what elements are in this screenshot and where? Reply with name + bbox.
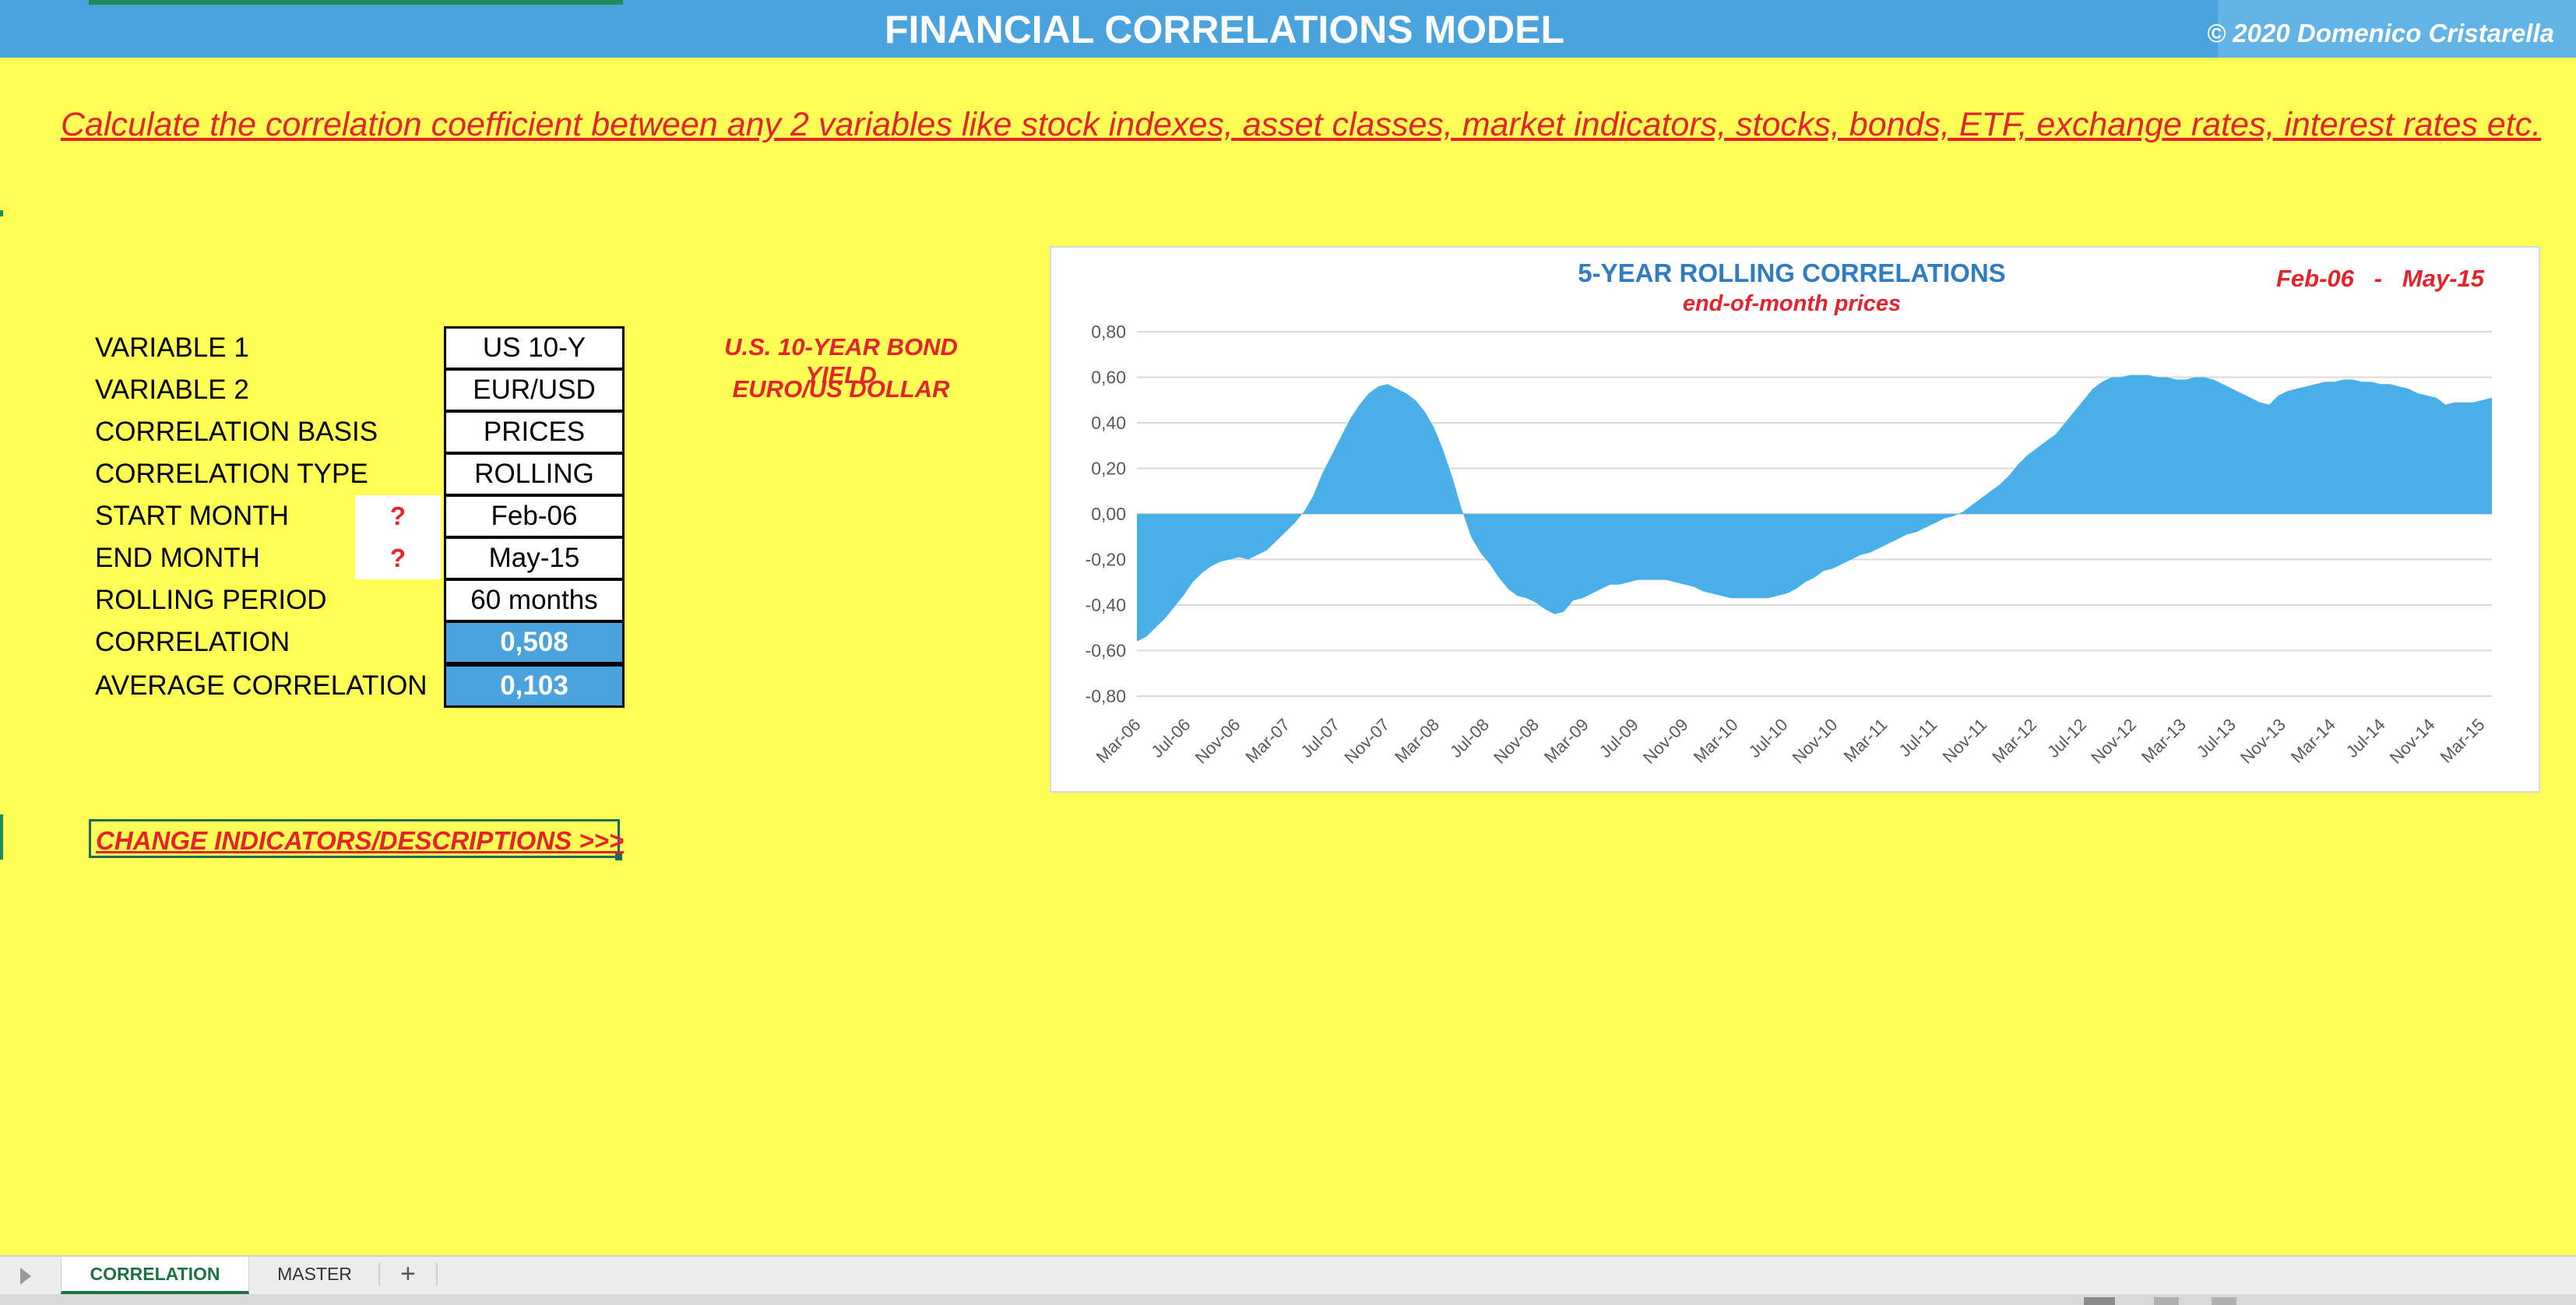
average-correlation-cell: 0,103 (444, 664, 625, 708)
correlation-basis-cell[interactable]: PRICES (444, 410, 625, 454)
chart-subtitle: end-of-month prices (1682, 291, 1902, 316)
variable-1-cell[interactable]: US 10-Y (444, 326, 625, 370)
param-label-correlation-type: CORRELATION TYPE (95, 459, 368, 489)
chart-plot: 0,80 0,60 0,40 0,20 0,00 -0,20 -0,40 -0,60 -0,80… (1086, 322, 2492, 768)
y-tick-label: 0,00 (1091, 504, 1126, 524)
param-label-average-correlation: AVERAGE CORRELATION (95, 670, 428, 701)
variable-1-description: U.S. 10-YEAR BOND YIELD (724, 333, 958, 389)
row-marker (0, 210, 3, 216)
end-month-help-icon[interactable]: ? (355, 537, 441, 579)
x-tick-label: Nov-08 (1490, 715, 1543, 768)
x-tick-label: Nov-13 (2236, 715, 2289, 768)
x-tick-label: Mar-06 (1093, 715, 1145, 767)
x-tick-label: Jul-07 (1297, 715, 1343, 762)
end-month-cell[interactable]: May-15 (444, 536, 625, 580)
tab-master[interactable]: MASTER (277, 1264, 352, 1284)
correlation-value-cell: 0,508 (444, 621, 625, 664)
x-tick-label: Mar-15 (2437, 715, 2489, 767)
x-tick-label: Jul-11 (1895, 715, 1941, 761)
x-tick-label: Nov-11 (1939, 715, 1991, 767)
param-label-variable-1: VARIABLE 1 (95, 332, 249, 363)
correlation-type-cell[interactable]: ROLLING (444, 452, 625, 496)
scroll-tabs-icon[interactable] (20, 1268, 31, 1285)
change-indicators-label: CHANGE INDICATORS/DESCRIPTIONS >>> (96, 826, 625, 855)
y-tick-label: -0,60 (1086, 641, 1126, 661)
variable-2-cell[interactable]: EUR/USD (444, 368, 625, 412)
param-label-correlation: CORRELATION (95, 627, 290, 657)
x-tick-label: Mar-08 (1391, 715, 1443, 767)
x-tick-label: Mar-07 (1241, 715, 1293, 767)
correlation-area-series[interactable] (1137, 375, 2492, 642)
y-tick-label: 0,60 (1091, 368, 1126, 388)
x-tick-label: Mar-09 (1540, 715, 1592, 767)
copyright-text: © 2020 Domenico Cristarella (2206, 19, 2554, 47)
rolling-correlation-chart[interactable]: 5-YEAR ROLLING CORRELATIONS end-of-month… (1050, 246, 2540, 793)
x-tick-label: Mar-13 (2138, 715, 2190, 767)
x-tick-label: Jul-10 (1745, 715, 1792, 762)
status-bar (0, 1294, 2576, 1305)
x-tick-label: Nov-07 (1340, 715, 1393, 768)
copyright-panel (2218, 0, 2576, 58)
start-month-cell[interactable]: Feb-06 (444, 494, 625, 538)
x-tick-label: Mar-14 (2287, 715, 2339, 767)
param-label-start-month: START MONTH (95, 501, 289, 531)
subtitle: Calculate the correlation coefficient be… (61, 106, 2542, 143)
variable-2-description: EURO/US DOLLAR (732, 375, 950, 403)
x-tick-label: Nov-14 (2386, 715, 2439, 768)
y-tick-label: -0,40 (1086, 595, 1126, 615)
row-marker (0, 814, 3, 860)
chart-range-sep: - (2374, 265, 2383, 292)
title-bar: FINANCIAL CORRELATIONS MODEL © 2020 Dome… (0, 0, 2576, 58)
page-title: FINANCIAL CORRELATIONS MODEL (884, 8, 1565, 51)
page-break-icon[interactable] (2212, 1297, 2236, 1305)
param-label-rolling-period: ROLLING PERIOD (95, 585, 327, 615)
chart-date-range: Feb-06 - May-15 (2276, 265, 2484, 293)
y-tick-label: -0,20 (1086, 550, 1126, 570)
tab-separator (378, 1263, 380, 1286)
x-tick-label: Nov-06 (1191, 715, 1244, 768)
sheet-tab-bar: CORRELATION MASTER + (0, 1255, 2576, 1296)
fill-handle[interactable] (615, 853, 622, 860)
param-label-variable-2: VARIABLE 2 (95, 375, 249, 405)
x-tick-label: Jul-08 (1446, 715, 1493, 762)
param-label-end-month: END MONTH (95, 543, 260, 573)
x-tick-label: Nov-12 (2087, 715, 2140, 768)
param-label-correlation-basis: CORRELATION BASIS (95, 417, 378, 447)
x-tick-label: Jul-13 (2193, 715, 2240, 762)
tab-correlation[interactable]: CORRELATION (61, 1257, 249, 1294)
chart-range-start: Feb-06 (2275, 265, 2354, 292)
tab-separator (436, 1263, 438, 1286)
start-month-help-icon[interactable]: ? (355, 495, 441, 537)
y-tick-label: 0,80 (1091, 322, 1126, 342)
rolling-period-cell[interactable]: 60 months (444, 579, 625, 622)
y-tick-label: -0,80 (1086, 686, 1126, 706)
change-indicators-link[interactable]: CHANGE INDICATORS/DESCRIPTIONS >>> (89, 819, 624, 860)
chart-range-end: May-15 (2402, 265, 2484, 292)
x-tick-label: Mar-12 (1988, 715, 2040, 767)
y-tick-label: 0,40 (1091, 413, 1126, 433)
x-tick-label: Jul-12 (2043, 715, 2090, 762)
x-tick-label: Jul-09 (1596, 715, 1642, 762)
x-tick-label: Jul-06 (1147, 715, 1194, 762)
x-tick-label: Mar-11 (1840, 715, 1892, 766)
x-tick-label: Nov-09 (1639, 715, 1692, 768)
chart-title: 5-YEAR ROLLING CORRELATIONS (1578, 259, 2006, 287)
selection-strip (89, 0, 623, 5)
y-tick-label: 0,20 (1091, 459, 1126, 479)
x-tick-label: Nov-10 (1789, 715, 1842, 768)
x-tick-label: Jul-14 (2342, 715, 2389, 762)
normal-view-icon[interactable] (2084, 1297, 2115, 1305)
add-sheet-button[interactable]: + (400, 1259, 416, 1289)
page-layout-icon[interactable] (2154, 1297, 2179, 1305)
x-tick-label: Mar-10 (1690, 715, 1742, 767)
